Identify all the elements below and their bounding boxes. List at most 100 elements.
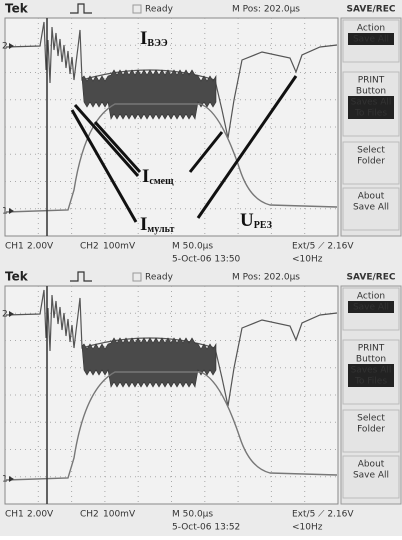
trigger-icon bbox=[70, 3, 92, 14]
menu-label: Button bbox=[356, 87, 386, 97]
ch1-label: CH1 bbox=[5, 510, 24, 520]
annotation-sub: РЕЗ bbox=[254, 220, 272, 231]
menu-value: Saves All bbox=[351, 98, 392, 108]
menu-panel bbox=[340, 17, 402, 237]
menu-title: SAVE/REC bbox=[347, 273, 396, 283]
annotation-pointer bbox=[70, 109, 138, 223]
brand: Tek bbox=[5, 270, 29, 284]
annotation-main: I bbox=[140, 214, 147, 235]
annotation-pointer bbox=[93, 120, 142, 174]
ch1-trace bbox=[5, 103, 338, 213]
ch2-scale: 100mV bbox=[103, 510, 136, 520]
menu-button-frame bbox=[342, 287, 400, 331]
menu-value-box bbox=[348, 33, 394, 45]
menu-label: PRINT bbox=[358, 76, 385, 86]
menu-label: Folder bbox=[357, 157, 385, 167]
timebase: M 50.0µs bbox=[172, 510, 213, 520]
menu-value: Save All bbox=[353, 35, 389, 45]
frequency: <10Hz bbox=[292, 523, 323, 533]
menu-value: To Files bbox=[354, 109, 387, 119]
ch1-trace bbox=[5, 371, 338, 481]
annotation: IВЭЭ bbox=[140, 28, 168, 49]
position: M Pos: 202.0µs bbox=[232, 273, 300, 283]
status: Ready bbox=[145, 273, 174, 283]
status: Ready bbox=[145, 5, 174, 15]
menu-value: Save All bbox=[353, 303, 389, 313]
annotation-sub: смещ bbox=[149, 176, 174, 187]
timebase: M 50.0µs bbox=[172, 242, 213, 252]
menu-button-frame bbox=[342, 409, 400, 453]
marker-arrow bbox=[9, 311, 14, 317]
menu-label: PRINT bbox=[358, 344, 385, 354]
marker-arrow bbox=[9, 43, 14, 49]
annotation-pointer bbox=[196, 75, 298, 219]
menu-value-box bbox=[348, 301, 394, 313]
menu-value: Saves All bbox=[351, 366, 392, 376]
channel-marker: 1 bbox=[2, 475, 8, 485]
channel-marker: 1 bbox=[2, 207, 8, 217]
menu-value-box bbox=[348, 96, 394, 119]
marker-arrow bbox=[9, 476, 14, 482]
menu-label: Save All bbox=[353, 471, 389, 481]
annotation-sub: ВЭЭ bbox=[147, 38, 167, 49]
ch2-label: CH2 bbox=[80, 510, 99, 520]
ch2-envelope bbox=[81, 69, 217, 120]
trigger: Ext/5 ⟋ 2.16V bbox=[292, 510, 354, 520]
channel-marker: 2 bbox=[2, 310, 8, 320]
trigger-icon bbox=[70, 271, 92, 282]
ch2-trace bbox=[5, 21, 338, 139]
channel-marker: 2 bbox=[2, 42, 8, 52]
ch1-scale: 2.00V bbox=[27, 242, 54, 252]
menu-label: Save All bbox=[353, 203, 389, 213]
menu-label: Action bbox=[357, 292, 385, 302]
menu-button-frame bbox=[342, 455, 400, 499]
menu-panel bbox=[340, 285, 402, 505]
annotation: UРЕЗ bbox=[240, 210, 272, 231]
scope-screen: Tek Ready M Pos: 202.0µs SAVE/REC 2 1 CH1 2.00V… bbox=[0, 268, 402, 536]
annotation-main: U bbox=[240, 210, 254, 231]
status-icon bbox=[132, 4, 142, 14]
menu-label: Action bbox=[357, 24, 385, 34]
menu-label: About bbox=[358, 460, 385, 470]
ch2-envelope bbox=[81, 337, 217, 388]
ch2-label: CH2 bbox=[80, 242, 99, 252]
ch1-label: CH1 bbox=[5, 242, 24, 252]
trigger: Ext/5 ⟋ 2.16V bbox=[292, 242, 354, 252]
date: 5-Oct-06 13:52 bbox=[172, 523, 240, 533]
menu-value-box bbox=[348, 364, 394, 387]
menu-button-frame bbox=[342, 71, 400, 137]
annotation-pointer bbox=[188, 131, 224, 173]
annotation-sub: мульт bbox=[147, 224, 174, 235]
annotation-main: I bbox=[142, 166, 149, 187]
menu-label: Folder bbox=[357, 425, 385, 435]
status-icon bbox=[132, 272, 142, 282]
annotation-main: I bbox=[140, 28, 147, 49]
menu-button-frame bbox=[342, 141, 400, 185]
menu-button-frame bbox=[342, 19, 400, 63]
menu-button-frame bbox=[342, 339, 400, 405]
date: 5-Oct-06 13:50 bbox=[172, 255, 241, 265]
annotation: Iмульт bbox=[140, 214, 174, 235]
ch2-trace bbox=[5, 289, 338, 407]
menu-value: To Files bbox=[354, 377, 387, 387]
marker-arrow bbox=[9, 208, 14, 214]
menu-button-frame bbox=[342, 187, 400, 231]
menu-label: Select bbox=[357, 146, 385, 156]
ch1-scale: 2.00V bbox=[27, 510, 54, 520]
menu-label: Button bbox=[356, 355, 386, 365]
menu-title: SAVE/REC bbox=[347, 5, 396, 15]
position: M Pos: 202.0µs bbox=[232, 5, 300, 15]
ch2-scale: 100mV bbox=[103, 242, 136, 252]
scope-screen: Tek Ready M Pos: 202.0µs SAVE/REC 2 1 CH1 2.00V… bbox=[0, 0, 402, 268]
annotation-pointer bbox=[73, 104, 140, 177]
